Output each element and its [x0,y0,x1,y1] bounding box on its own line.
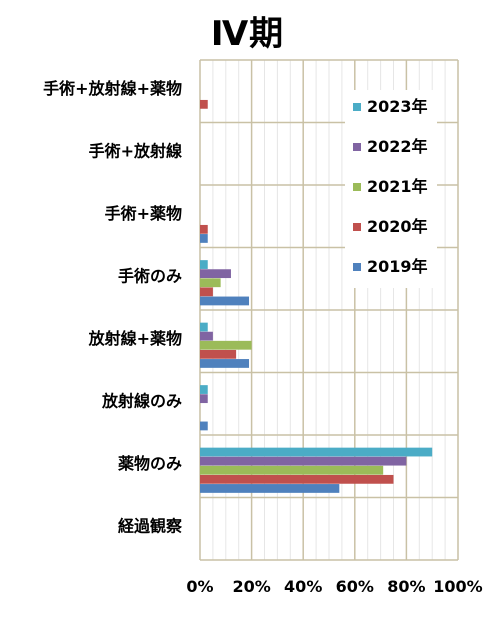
bar [200,322,208,332]
legend-label: 2022年 [367,137,428,156]
bar [200,260,208,269]
bar [200,340,252,350]
bar [200,484,340,493]
bar [200,465,384,475]
bar [200,296,250,306]
bar [200,331,213,341]
bar [200,385,208,394]
category-label: 手術+薬物 [105,204,182,223]
bar [200,349,237,359]
category-label: 手術のみ [118,267,182,286]
bar [200,278,221,288]
x-tick-label: 40% [284,577,322,596]
category-label: 手術+放射線 [89,142,182,161]
bar [200,269,231,279]
legend-swatch [353,263,361,271]
bar [200,359,250,368]
legend-label: 2023年 [367,97,428,116]
category-label: 薬物のみ [117,454,182,473]
legend-label: 2020年 [367,217,428,236]
x-tick-label: 0% [186,577,213,596]
category-label: 経過観察 [118,517,183,536]
category-label: 手術+放射線+薬物 [43,79,182,98]
legend-label: 2021年 [367,177,428,196]
bar [200,287,213,297]
bar [200,474,394,484]
x-tick-label: 60% [336,577,374,596]
bar [200,234,208,243]
legend-swatch [353,183,361,191]
bar [200,394,208,404]
bar [200,456,407,466]
x-tick-label: 100% [433,577,482,596]
bar [200,99,208,109]
bar [200,224,208,234]
legend-swatch [353,223,361,231]
chart-title: Ⅳ期 [210,14,285,54]
bar [200,421,208,431]
category-label: 放射線+薬物 [88,329,182,348]
bar [200,447,433,457]
legend-swatch [353,103,361,111]
x-tick-label: 20% [232,577,270,596]
legend-swatch [353,143,361,151]
legend-label: 2019年 [367,257,428,276]
category-label: 放射線のみ [101,392,182,411]
x-tick-label: 80% [387,577,425,596]
